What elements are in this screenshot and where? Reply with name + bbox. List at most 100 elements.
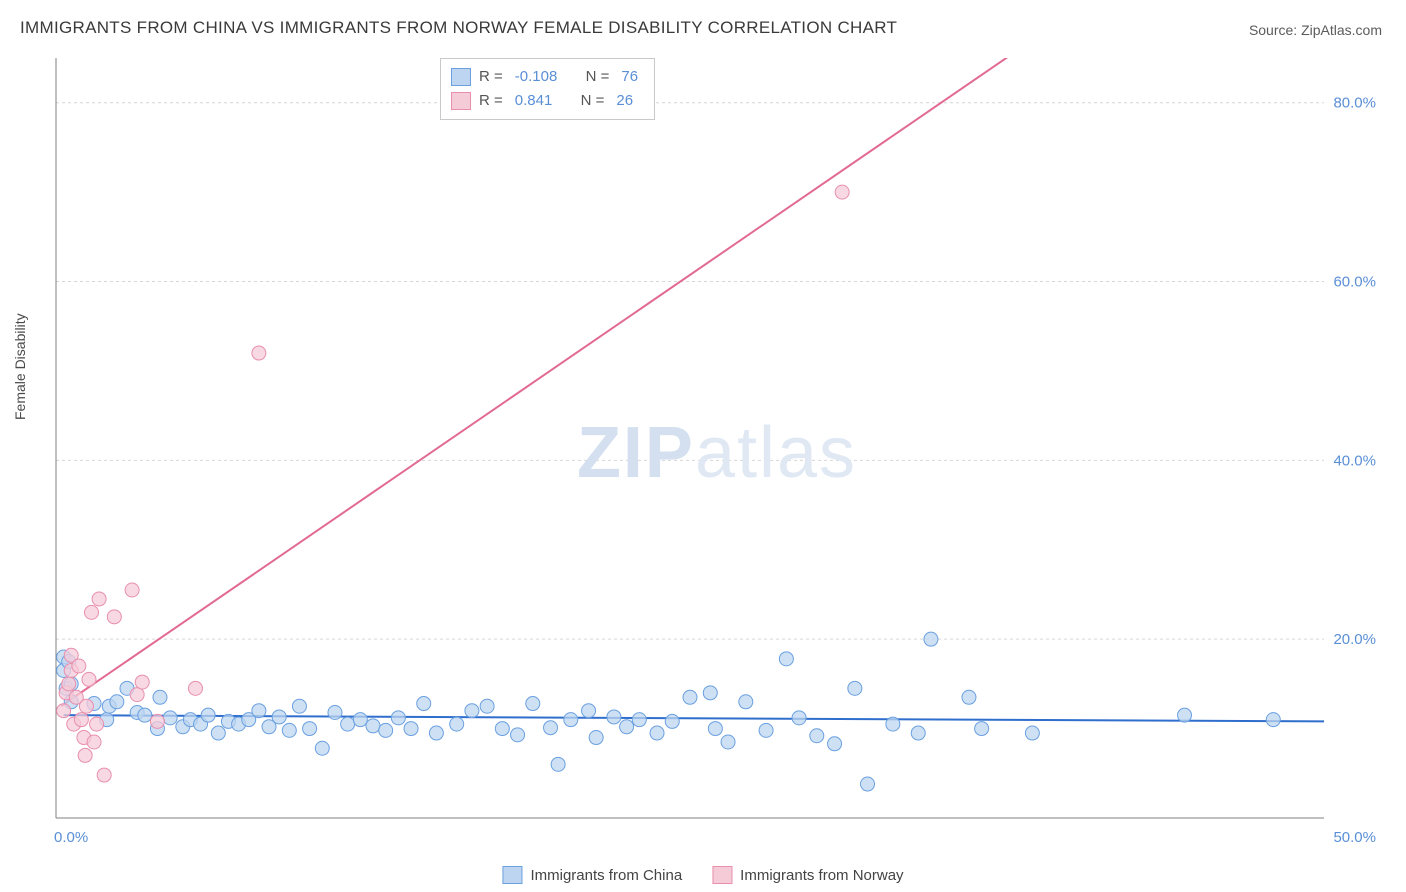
data-point [391, 711, 405, 725]
data-point [292, 699, 306, 713]
data-point [282, 723, 296, 737]
data-point [150, 714, 164, 728]
data-point [1266, 713, 1280, 727]
data-point [683, 690, 697, 704]
source-label: Source: [1249, 22, 1297, 38]
series-legend: Immigrants from China Immigrants from Nor… [502, 866, 903, 884]
data-point [252, 704, 266, 718]
chart-svg: 20.0% 40.0% 60.0% 80.0% 0.0% 50.0% [48, 58, 1386, 848]
data-point [379, 723, 393, 737]
legend-label: Immigrants from China [530, 867, 682, 884]
chart-title: IMMIGRANTS FROM CHINA VS IMMIGRANTS FROM… [20, 18, 897, 38]
source-link[interactable]: ZipAtlas.com [1301, 22, 1382, 38]
legend-swatch [451, 92, 471, 110]
data-point [272, 710, 286, 724]
data-point [480, 699, 494, 713]
data-point [74, 713, 88, 727]
data-point [429, 726, 443, 740]
data-point [188, 681, 202, 695]
plot-area: 20.0%40.0%60.0%80.0%0.0%50.0% ZIPatlas [48, 58, 1386, 848]
n-label: N = [581, 89, 605, 113]
data-point [607, 710, 621, 724]
legend-swatch [451, 68, 471, 86]
data-point [125, 583, 139, 597]
r-label: R = [479, 65, 503, 89]
data-point [366, 719, 380, 733]
data-point [92, 592, 106, 606]
data-point [495, 722, 509, 736]
data-point [315, 741, 329, 755]
data-point [79, 699, 93, 713]
data-point [78, 748, 92, 762]
data-point [138, 708, 152, 722]
legend-label: Immigrants from Norway [740, 867, 903, 884]
data-point [708, 722, 722, 736]
x-tick-label: 50.0% [1333, 829, 1376, 846]
data-point [62, 677, 76, 691]
data-point [632, 713, 646, 727]
stats-legend-row: R = -0.108 N = 76 [451, 65, 642, 89]
stats-legend: R =-0.108 N =76R = 0.841 N =26 [440, 58, 655, 120]
data-point [835, 185, 849, 199]
data-point [924, 632, 938, 646]
data-point [252, 346, 266, 360]
data-point [551, 757, 565, 771]
source-attribution: Source: ZipAtlas.com [1249, 22, 1382, 38]
data-point [861, 777, 875, 791]
data-point [703, 686, 717, 700]
y-axis-label: Female Disability [12, 313, 28, 420]
series-legend-item: Immigrants from Norway [712, 866, 903, 884]
data-point [353, 713, 367, 727]
data-point [90, 717, 104, 731]
r-value: -0.108 [511, 65, 562, 89]
data-point [792, 711, 806, 725]
stats-legend-row: R = 0.841 N = 26 [451, 89, 642, 113]
r-value: 0.841 [511, 89, 557, 113]
data-point [201, 708, 215, 722]
data-point [975, 722, 989, 736]
data-point [828, 737, 842, 751]
data-point [1025, 726, 1039, 740]
data-point [72, 659, 86, 673]
data-point [589, 731, 603, 745]
data-point [85, 605, 99, 619]
data-point [97, 768, 111, 782]
data-point [211, 726, 225, 740]
data-point [303, 722, 317, 736]
data-point [620, 720, 634, 734]
data-point [721, 735, 735, 749]
data-point [886, 717, 900, 731]
data-point [962, 690, 976, 704]
legend-swatch [502, 866, 522, 884]
data-point [911, 726, 925, 740]
data-point [110, 695, 124, 709]
data-point [163, 711, 177, 725]
data-point [130, 688, 144, 702]
y-tick-label: 80.0% [1333, 95, 1376, 112]
data-point [779, 652, 793, 666]
data-point [526, 697, 540, 711]
data-point [810, 729, 824, 743]
n-label: N = [586, 65, 610, 89]
data-point [328, 705, 342, 719]
data-point [564, 713, 578, 727]
data-point [153, 690, 167, 704]
y-tick-label: 40.0% [1333, 452, 1376, 469]
data-point [544, 721, 558, 735]
y-tick-label: 20.0% [1333, 631, 1376, 648]
data-point [650, 726, 664, 740]
data-point [511, 728, 525, 742]
x-tick-label: 0.0% [54, 829, 88, 846]
data-point [759, 723, 773, 737]
data-point [87, 735, 101, 749]
n-value: 76 [617, 65, 642, 89]
data-point [465, 704, 479, 718]
trend-line [61, 58, 1032, 706]
y-tick-label: 60.0% [1333, 274, 1376, 291]
data-point [82, 672, 96, 686]
legend-swatch [712, 866, 732, 884]
n-value: 26 [612, 89, 637, 113]
r-label: R = [479, 89, 503, 113]
data-point [1178, 708, 1192, 722]
data-point [135, 675, 149, 689]
